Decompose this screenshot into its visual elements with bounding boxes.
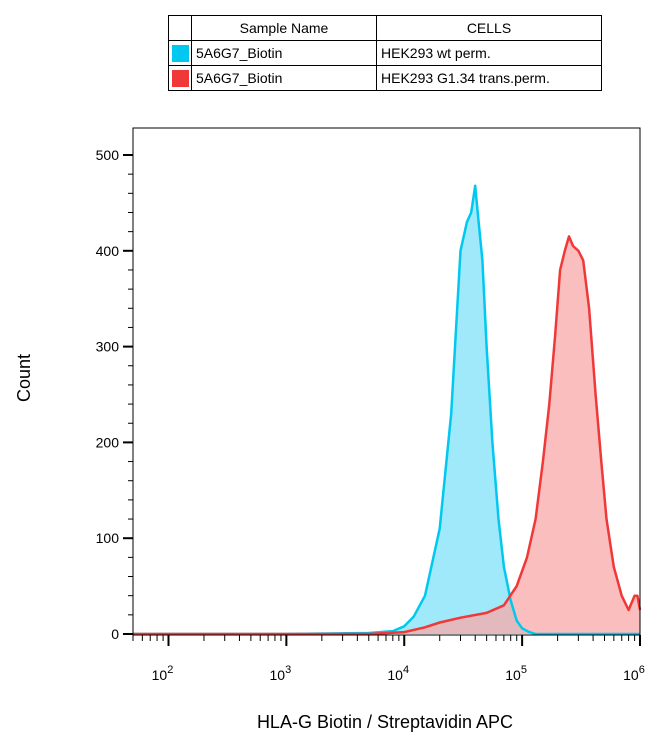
series-layer (133, 184, 642, 636)
legend-row-g134: 5A6G7_Biotin HEK293 G1.34 trans.perm. (168, 65, 602, 91)
y-tick-label: 100 (96, 530, 120, 546)
x-tick-label: 102 (152, 664, 174, 683)
x-tick-label: 105 (505, 664, 527, 683)
y-axis-title: Count (14, 354, 34, 402)
y-tick-label: 200 (96, 434, 120, 450)
legend-swatch-red (171, 69, 189, 87)
legend-swatch-cell (168, 65, 192, 91)
x-tick-label: 104 (387, 664, 409, 683)
series-line-1 (133, 184, 640, 636)
legend-swatch-cell (168, 40, 192, 66)
y-tick-label: 400 (96, 243, 120, 259)
y-tick-label: 300 (96, 339, 120, 355)
y-tick-label: 500 (96, 147, 120, 163)
plot-frame (132, 127, 641, 636)
legend-row-wt: 5A6G7_Biotin HEK293 wt perm. (168, 40, 602, 66)
legend-table: Sample Name CELLS 5A6G7_Biotin HEK293 wt… (168, 15, 602, 91)
series-area-2 (133, 236, 640, 634)
legend-swatch-cyan (171, 44, 189, 62)
series-line-2 (133, 235, 642, 636)
legend-sample-name: 5A6G7_Biotin (191, 65, 377, 91)
y-tick-label: 0 (111, 626, 119, 642)
x-tick-label: 103 (270, 664, 292, 683)
x-tick-label: 106 (623, 664, 645, 683)
axes-layer: 0 100 200 300 400 500 102 103 104 105 106 (96, 127, 645, 683)
legend-cells: HEK293 G1.34 trans.perm. (376, 65, 602, 91)
legend-cells: HEK293 wt perm. (376, 40, 602, 66)
x-axis-title: HLA-G Biotin / Streptavidin APC (257, 712, 513, 732)
